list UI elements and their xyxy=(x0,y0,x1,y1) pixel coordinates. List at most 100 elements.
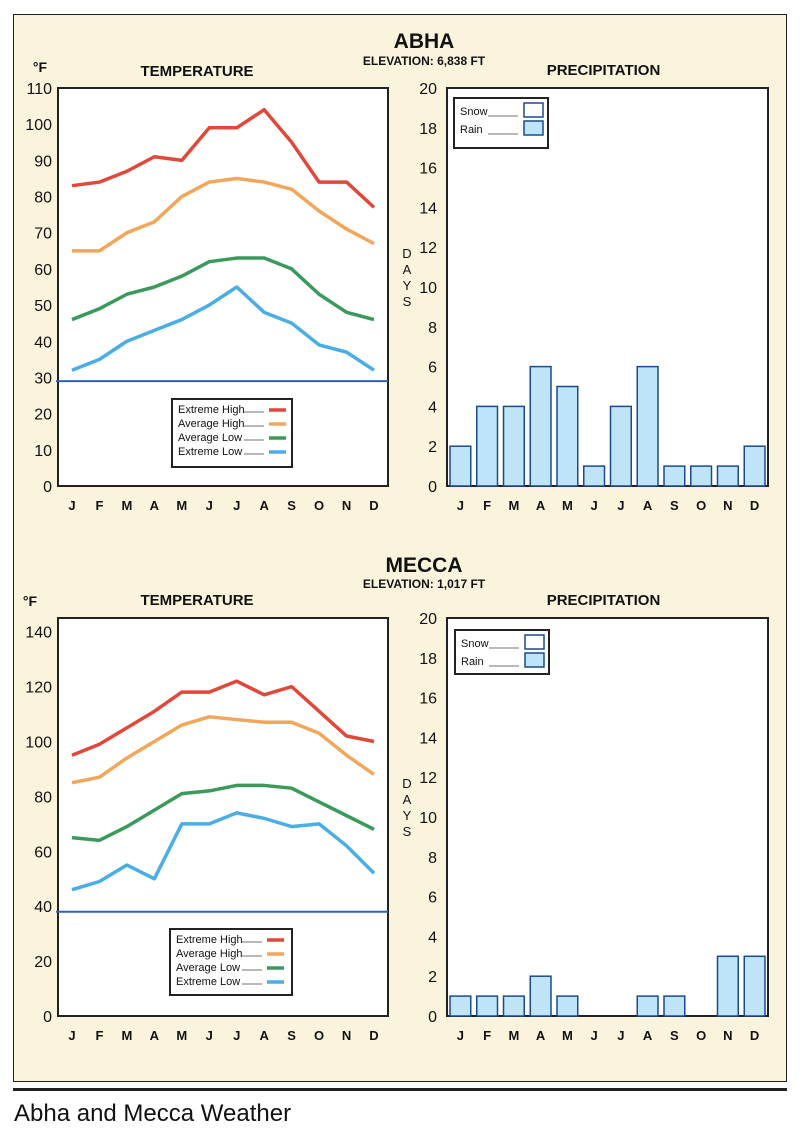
series-line-average-low xyxy=(71,256,375,322)
precipitation-bar xyxy=(529,365,552,487)
temperature-x-tick: J xyxy=(206,1028,213,1043)
precipitation-x-tick: J xyxy=(617,1028,624,1043)
precipitation-bar xyxy=(716,465,739,487)
precipitation-x-tick: F xyxy=(483,498,491,513)
temperature-y-tick: 20 xyxy=(34,407,52,424)
precipitation-y-tick: 2 xyxy=(428,969,437,986)
precipitation-y-tick: 16 xyxy=(419,161,437,178)
precipitation-x-tick: O xyxy=(696,498,706,513)
temperature-x-tick: J xyxy=(233,1028,240,1043)
temperature-x-tick: J xyxy=(68,498,75,513)
temperature-y-tick: 50 xyxy=(34,298,52,315)
temperature-y-tick: 30 xyxy=(34,370,52,387)
legend-label: Extreme High xyxy=(176,934,243,946)
temperature-y-tick: 0 xyxy=(43,479,52,496)
precipitation-bar xyxy=(743,445,766,487)
precipitation-x-tick: N xyxy=(723,1028,732,1043)
precipitation-plot-area xyxy=(446,87,769,487)
temperature-y-tick: 40 xyxy=(34,334,52,351)
temperature-title: TEMPERATURE xyxy=(140,592,253,609)
precipitation-y-tick: 2 xyxy=(428,439,437,456)
temperature-x-tick: A xyxy=(259,1028,269,1043)
legend-label: Rain xyxy=(461,656,484,668)
temperature-y-tick: 140 xyxy=(25,625,52,642)
legend-label: Extreme Low xyxy=(178,446,242,458)
precipitation-x-tick: S xyxy=(670,1028,679,1043)
legend-label: Average High xyxy=(176,948,242,960)
temperature-x-tick: O xyxy=(314,1028,324,1043)
precipitation-bar xyxy=(502,405,525,487)
precipitation-y-label: D xyxy=(402,246,411,261)
legend-label: Extreme Low xyxy=(176,976,240,988)
temperature-title: TEMPERATURE xyxy=(140,63,253,80)
precipitation-x-tick: J xyxy=(457,1028,464,1043)
precipitation-x-tick: A xyxy=(643,1028,653,1043)
figure-caption: Abha and Mecca Weather xyxy=(14,1100,292,1127)
precipitation-x-tick: N xyxy=(723,498,732,513)
precipitation-bar xyxy=(476,995,499,1017)
legend-label: Average Low xyxy=(176,962,240,974)
temperature-y-tick: 120 xyxy=(25,680,52,697)
series-line-extreme-high xyxy=(71,679,375,757)
precipitation-y-label: A xyxy=(403,792,412,807)
precipitation-bar xyxy=(663,995,686,1017)
precipitation-y-tick: 14 xyxy=(419,730,437,747)
temperature-x-tick: F xyxy=(95,1028,103,1043)
precipitation-x-tick: A xyxy=(536,1028,546,1043)
temperature-y-tick: 20 xyxy=(34,954,52,971)
legend-label: Snow xyxy=(460,106,488,118)
precipitation-bar xyxy=(449,995,472,1017)
precipitation-bar xyxy=(743,955,766,1017)
precipitation-y-label: S xyxy=(403,824,412,839)
precipitation-y-label: S xyxy=(403,294,412,309)
temperature-x-tick: S xyxy=(287,498,296,513)
temperature-y-tick: 0 xyxy=(43,1009,52,1026)
legend-label: Average High xyxy=(178,418,244,430)
precipitation-y-tick: 12 xyxy=(419,240,437,257)
temperature-x-tick: M xyxy=(121,498,132,513)
precipitation-x-tick: M xyxy=(562,498,573,513)
precipitation-y-tick: 0 xyxy=(428,479,437,496)
precipitation-x-tick: M xyxy=(508,1028,519,1043)
temperature-y-tick: 80 xyxy=(34,190,52,207)
precipitation-x-tick: J xyxy=(591,1028,598,1043)
precipitation-bar xyxy=(476,405,499,487)
temperature-x-tick: M xyxy=(176,498,187,513)
temperature-y-tick: 10 xyxy=(34,443,52,460)
temperature-y-tick: 80 xyxy=(34,789,52,806)
precipitation-y-tick: 4 xyxy=(428,399,437,416)
precipitation-y-label: A xyxy=(403,262,412,277)
legend-label: Rain xyxy=(460,124,483,136)
precipitation-bar xyxy=(556,995,579,1017)
legend-label: Extreme High xyxy=(178,404,245,416)
precipitation-y-tick: 20 xyxy=(419,611,437,628)
precipitation-y-tick: 18 xyxy=(419,651,437,668)
precipitation-bar xyxy=(663,465,686,487)
precipitation-y-tick: 6 xyxy=(428,360,437,377)
temperature-x-tick: N xyxy=(342,498,351,513)
precipitation-x-tick: J xyxy=(617,498,624,513)
precipitation-bar xyxy=(636,365,659,487)
precipitation-x-tick: J xyxy=(591,498,598,513)
temperature-y-tick: 110 xyxy=(26,81,52,98)
precipitation-y-tick: 16 xyxy=(419,691,437,708)
temperature-x-tick: J xyxy=(206,498,213,513)
precipitation-y-tick: 6 xyxy=(428,890,437,907)
temperature-x-tick: J xyxy=(68,1028,75,1043)
precipitation-title: PRECIPITATION xyxy=(547,592,661,609)
temperature-y-tick: 60 xyxy=(34,844,52,861)
temperature-x-tick: A xyxy=(259,498,269,513)
precipitation-x-tick: J xyxy=(457,498,464,513)
temperature-x-tick: D xyxy=(369,1028,378,1043)
precipitation-y-tick: 14 xyxy=(419,200,437,217)
series-line-extreme-low xyxy=(71,811,376,892)
precipitation-y-tick: 10 xyxy=(419,810,437,827)
temperature-y-tick: 60 xyxy=(34,262,52,279)
precipitation-x-tick: D xyxy=(750,498,759,513)
precipitation-title: PRECIPITATION xyxy=(547,62,661,79)
precipitation-y-label: Y xyxy=(403,808,412,823)
precipitation-bar xyxy=(716,955,739,1017)
legend-swatch xyxy=(524,652,545,668)
temperature-unit: °F xyxy=(23,593,38,609)
legend-label: Snow xyxy=(461,638,489,650)
